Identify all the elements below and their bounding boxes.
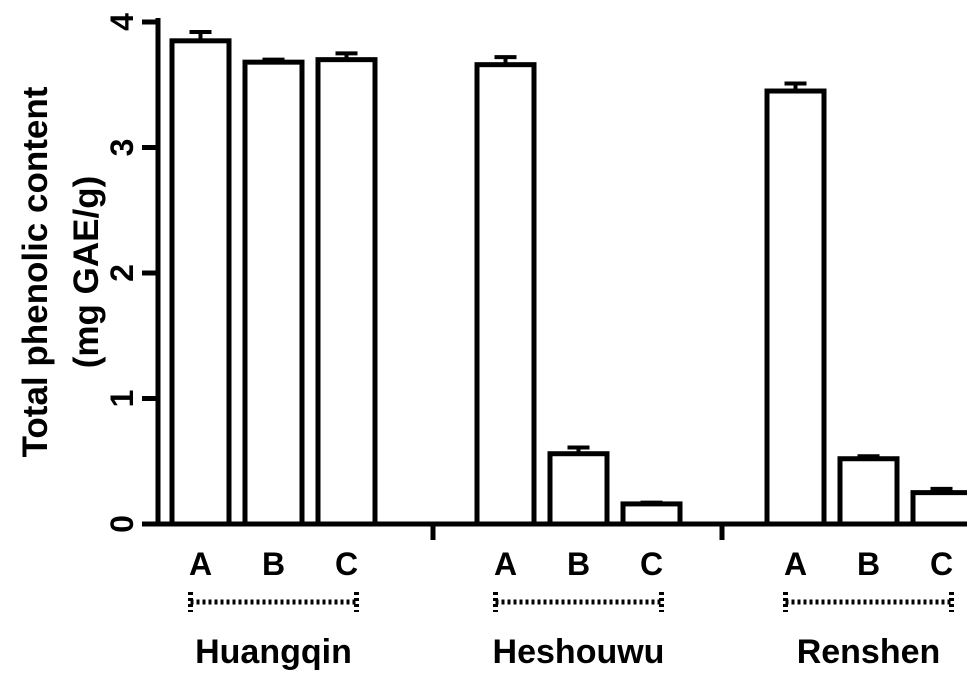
- y-tick-label: 1: [104, 390, 140, 408]
- x-tick-label: A: [494, 546, 517, 582]
- bar: [837, 456, 900, 527]
- x-tick-label: A: [784, 546, 807, 582]
- x-tick-label: C: [930, 546, 953, 582]
- y-tick-label: 4: [104, 13, 140, 31]
- y-axis-unit-label: (mg GAE/g): [67, 176, 106, 368]
- x-tick-label: B: [567, 546, 590, 582]
- y-tick-label: 3: [104, 139, 140, 157]
- bar: [242, 59, 305, 527]
- group-label: Heshouwu: [493, 633, 665, 671]
- bar: [620, 501, 683, 527]
- x-tick-label: B: [262, 546, 285, 582]
- x-tick-label: A: [189, 546, 212, 582]
- group-label: Renshen: [797, 633, 941, 671]
- bar: [910, 490, 967, 527]
- group-label: Huangqin: [195, 633, 352, 671]
- bar: [764, 88, 827, 527]
- x-tick-label: B: [857, 546, 880, 582]
- bars: [169, 30, 967, 527]
- bar: [474, 62, 537, 527]
- y-tick-label: 0: [104, 515, 140, 533]
- category-labels: A B C Huangqin A B C Heshouwu A B C Renshen: [188, 546, 954, 671]
- y-axis-title: Total phenolic content (mg GAE/g): [16, 86, 106, 457]
- x-tick-label: C: [640, 546, 663, 582]
- x-tick-label: C: [335, 546, 358, 582]
- y-axis-label: Total phenolic content: [16, 86, 55, 457]
- bar: [547, 451, 610, 527]
- bar: [169, 38, 232, 527]
- y-tick-label: 2: [104, 264, 140, 282]
- bar: [315, 57, 378, 527]
